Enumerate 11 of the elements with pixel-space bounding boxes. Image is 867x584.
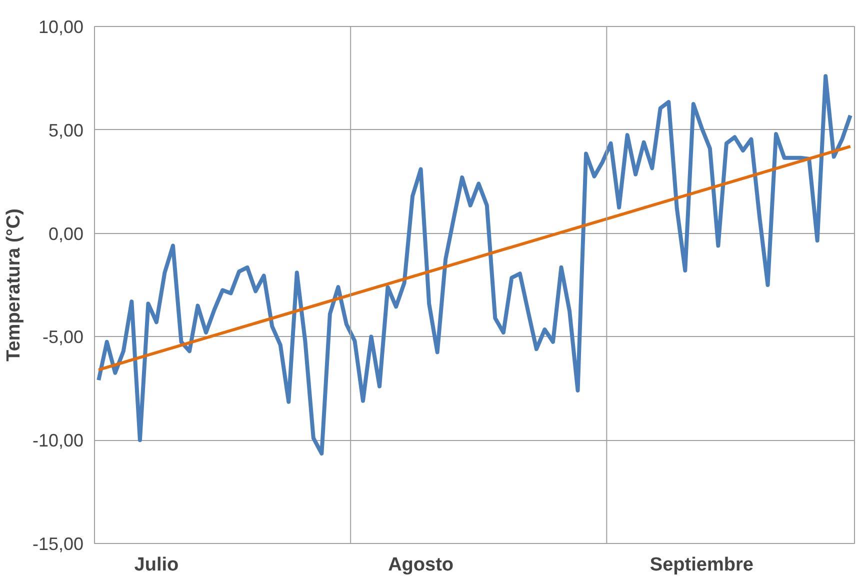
x-tick-label: Julio <box>134 554 179 576</box>
x-tick-label: Septiembre <box>650 554 754 576</box>
y-tick-label: 0,00 <box>48 224 84 244</box>
x-tick-label: Agosto <box>388 554 454 576</box>
y-axis-title: Temperatura (°C) <box>3 208 24 362</box>
y-tick-label: 10,00 <box>38 17 84 37</box>
line-series <box>96 74 852 456</box>
y-tick-label: -5,00 <box>42 327 84 348</box>
y-tick-label: -10,00 <box>32 430 84 451</box>
y-tick-label: 5,00 <box>48 120 84 140</box>
y-tick-label: -15,00 <box>32 534 84 554</box>
